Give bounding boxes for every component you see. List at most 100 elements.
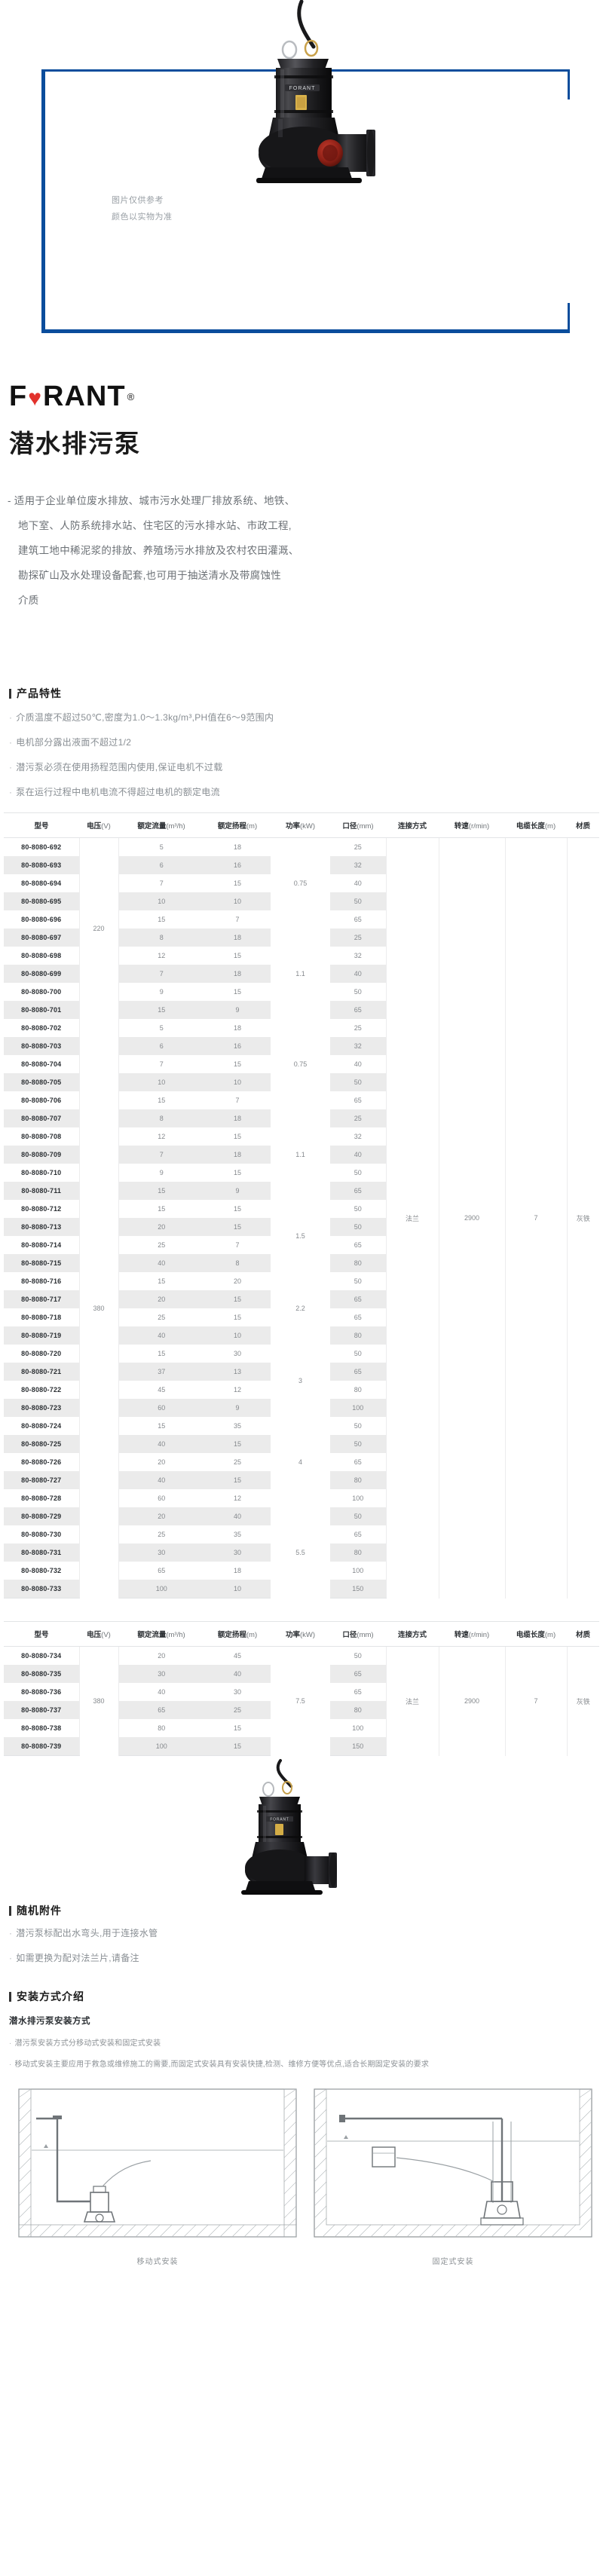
- heart-icon: ♥: [28, 385, 43, 411]
- installation-heading-row: 安装方式介绍: [9, 1989, 603, 2004]
- cell-flow: 12: [158, 1133, 166, 1140]
- cell-head: 16: [204, 1037, 271, 1055]
- table-row: 80-8080-739 100 15 150: [4, 1737, 599, 1756]
- cell-head: 15: [204, 1290, 271, 1308]
- cell-flow: 15: [118, 1182, 204, 1200]
- cell-bore: 65: [330, 1308, 387, 1326]
- cell-model: 80-8080-739: [4, 1737, 80, 1756]
- cell-flow: 30: [118, 1543, 204, 1562]
- table-row: 80-8080-728 60 12 100: [4, 1489, 599, 1507]
- cell-power: 1.1: [295, 1151, 305, 1158]
- cell-flow: 10: [118, 1073, 204, 1091]
- cell-flow: 45: [158, 1386, 166, 1394]
- column-header-0: 型号: [4, 1621, 79, 1647]
- column-header-6: 连接方式: [386, 812, 439, 838]
- cell-rpm: 2900: [439, 837, 506, 1599]
- heading-bar-icon: [9, 688, 11, 699]
- cell-model: 80-8080-733: [4, 1580, 80, 1599]
- product-photo: FORANT: [151, 0, 467, 188]
- cell-power: 7.5: [295, 1697, 305, 1706]
- cell-head: 25: [204, 1701, 271, 1719]
- cell-model: 80-8080-716: [4, 1272, 80, 1290]
- accessory-item: · 潜污泵标配出水弯头,用于连接水管: [9, 1928, 158, 1938]
- column-header-1: 电压(V): [79, 812, 118, 838]
- cell-flow: 7: [159, 880, 164, 887]
- cell-model: 80-8080-734: [4, 1646, 80, 1665]
- hero-section: FORANT: [0, 0, 603, 678]
- cell-bore: 25: [330, 929, 387, 947]
- cell-bore: 65: [330, 1182, 387, 1200]
- cell-bore: 65: [330, 1665, 387, 1683]
- accessories-section: 随机附件 · 潜污泵标配出水弯头,用于连接水管 · 如需更换为配对法兰片,请备注: [0, 1903, 603, 1963]
- diagram-fixed-install: 固定式安装: [314, 2088, 592, 2266]
- cell-bore: 80: [330, 1543, 387, 1562]
- table-row: 80-8080-693 6 16 32: [4, 856, 599, 874]
- cell-head: 15: [204, 1218, 271, 1236]
- cell-power: 2.2: [295, 1305, 305, 1312]
- cell-model: 80-8080-726: [4, 1453, 80, 1471]
- cell-flow: 15: [158, 1422, 166, 1430]
- table-row: 80-8080-724 15 35 4 50: [4, 1417, 599, 1466]
- cell-model: 80-8080-738: [4, 1719, 80, 1737]
- cell-model: 80-8080-730: [4, 1525, 80, 1543]
- cell-flow: 60: [158, 1495, 166, 1502]
- installation-diagrams: 移动式安装: [18, 2088, 603, 2266]
- cell-head: 15: [204, 1471, 271, 1489]
- cell-model: 80-8080-705: [4, 1073, 80, 1091]
- table-row: 80-8080-702 380 5 18 0.75 25: [4, 1019, 599, 1599]
- cell-bore: 32: [330, 856, 387, 874]
- cell-model: 80-8080-718: [4, 1308, 80, 1326]
- cell-voltage: 380: [79, 1646, 119, 1756]
- feature-item: · 电机部分露出液面不超过1/2: [9, 737, 132, 748]
- cell-model: 80-8080-731: [4, 1543, 80, 1562]
- table-row: 80-8080-707 8 18 1.1 25: [4, 1109, 599, 1158]
- cell-flow: 15: [158, 1277, 166, 1285]
- table-row: 80-8080-709 7 18 40: [4, 1146, 599, 1164]
- cell-power: 0.75: [293, 1060, 308, 1068]
- cell-bore: 100: [330, 1562, 387, 1580]
- cell-flow: 65: [118, 1701, 204, 1719]
- cell-head: 10: [204, 1073, 271, 1091]
- column-header-5: 口径(mm): [330, 1621, 386, 1647]
- cell-head: 20: [233, 1277, 241, 1285]
- cell-model: 80-8080-708: [4, 1127, 80, 1146]
- svg-text:FORANT: FORANT: [270, 1818, 289, 1822]
- cell-model: 80-8080-707: [4, 1109, 80, 1127]
- cell-model: 80-8080-724: [4, 1417, 80, 1435]
- cell-model: 80-8080-713: [4, 1218, 80, 1236]
- diagram-caption-left: 移动式安装: [136, 2258, 179, 2266]
- cell-model: 80-8080-704: [4, 1055, 80, 1073]
- cell-flow: 20: [158, 1458, 166, 1466]
- cell-flow: 8: [118, 929, 204, 947]
- table-row: 80-8080-734 380 20 45 7.5 50 法兰 2900 7 灰铁: [4, 1646, 599, 1756]
- cell-head: 15: [204, 1737, 271, 1756]
- cell-bore: 25: [330, 1019, 387, 1037]
- cell-power: 1.1: [295, 970, 305, 977]
- table-row: 80-8080-713 20 15 50: [4, 1218, 599, 1236]
- column-header-6: 连接方式: [386, 1621, 439, 1647]
- cell-head: 15: [233, 1133, 241, 1140]
- cell-bore: 50: [330, 1345, 387, 1363]
- table-row: 80-8080-726 20 25 65: [4, 1453, 599, 1471]
- cell-bore: 80: [330, 1471, 387, 1489]
- heading-bar-icon: [9, 1905, 11, 1916]
- table-row: 80-8080-708 12 15 32: [4, 1127, 599, 1146]
- table-row: 80-8080-730 25 35 65: [4, 1525, 599, 1543]
- table-row: 80-8080-692 220 5 18 0.75 25 法兰 2900 7 灰铁: [4, 837, 599, 1599]
- features-section: 产品特性 · 介质温度不超过50℃,密度为1.0～1.3kg/m³,PH值在6～9…: [0, 678, 603, 797]
- column-header-1: 电压(V): [79, 1621, 118, 1647]
- cell-voltage: 380: [79, 1019, 119, 1599]
- table-row: 80-8080-720 15 30 3 50: [4, 1345, 599, 1384]
- cell-head: 7: [235, 916, 240, 923]
- cell-model: 80-8080-725: [4, 1435, 80, 1453]
- cell-model: 80-8080-720: [4, 1345, 80, 1363]
- cell-model: 80-8080-728: [4, 1489, 80, 1507]
- cell-bore: 100: [330, 1489, 387, 1507]
- cell-flow: 7: [118, 965, 204, 983]
- cell-head: 15: [233, 1314, 241, 1321]
- cell-flow: 20: [158, 1652, 166, 1660]
- cell-head: 18: [204, 1109, 271, 1127]
- cell-power: 0.75: [293, 880, 308, 887]
- cell-flow: 8: [118, 1109, 204, 1127]
- table-row: 80-8080-737 65 25 80: [4, 1701, 599, 1719]
